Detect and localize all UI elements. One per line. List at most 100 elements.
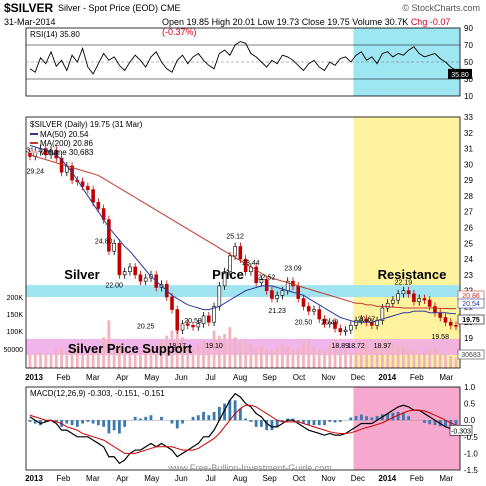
price-candle [312, 309, 316, 312]
volume-bar [154, 344, 158, 368]
resistance-price-label: Price [212, 267, 244, 282]
volume-bar [423, 350, 426, 368]
macd-histogram-bar [54, 420, 58, 422]
price-x-label: Nov [321, 373, 335, 382]
volume-bar [165, 335, 169, 368]
price-value-box [457, 314, 485, 325]
macd-histogram-bar [81, 420, 84, 424]
volume-bar [260, 345, 263, 368]
macd-histogram-bar [291, 418, 295, 421]
price-annotation: 20.48 [321, 320, 339, 327]
macd-histogram-bar [202, 411, 205, 421]
price-x-label: Dec [351, 373, 365, 382]
macd-histogram-bar [312, 420, 316, 426]
macd-histogram-bar [91, 420, 95, 424]
price-candle [322, 318, 327, 325]
price-candle [301, 298, 306, 307]
price-x-label: Jun [175, 373, 188, 382]
price-panel-frame [25, 116, 461, 369]
macd-histogram-bar [70, 420, 74, 426]
macd-x-label: Feb [410, 474, 424, 483]
macd-histogram-bar [39, 420, 42, 426]
macd-histogram-bar [228, 400, 232, 421]
volume-bar [28, 354, 32, 368]
macd-histogram-bar [396, 411, 400, 421]
rsi-tick-label: 30 [464, 75, 473, 84]
price-legend-entry: MA(50) 20.54 [40, 130, 89, 139]
volume-bar [391, 344, 395, 368]
price-candle [391, 299, 395, 304]
macd-legend: MACD(12,26,9) -0.303, -0.151, -0.151 [30, 389, 165, 398]
volume-bar [207, 342, 211, 368]
macd-histogram-bar [181, 420, 184, 424]
macd-histogram-bar [123, 420, 127, 427]
price-x-label: Feb [57, 373, 71, 382]
price-x-label: Mar [86, 373, 100, 382]
volume-bar [333, 339, 337, 368]
price-annotation: 23.44 [242, 260, 260, 267]
price-annotation: 22.19 [395, 280, 413, 287]
macd-histogram-bar [444, 420, 447, 427]
macd-histogram-bar [102, 420, 106, 427]
volume-bar [102, 337, 106, 368]
macd-last-value: -0.303 [451, 428, 471, 435]
volume-bar [344, 349, 347, 368]
volume-bar [233, 337, 237, 368]
macd-histogram-bar [454, 420, 458, 426]
price-candle [217, 285, 222, 307]
volume-bar [107, 320, 111, 368]
price-candle [422, 298, 427, 301]
price-annotation: 20.59 [184, 318, 202, 325]
price-candle [275, 295, 279, 299]
price-candle [343, 329, 348, 332]
price-annotation: 20.67 [358, 317, 376, 324]
volume-bar [81, 352, 84, 368]
price-x-label: May [144, 373, 159, 382]
volume-bar [112, 347, 116, 368]
price-value-label: 20.86 [462, 293, 480, 300]
macd-highlight-zone [353, 387, 460, 470]
price-legend-entry: MA(200) 20.86 [40, 139, 93, 148]
price-x-label: Mar [439, 373, 453, 382]
volume-bar [118, 342, 121, 368]
price-candle [338, 328, 343, 332]
macd-tick-label: -1.5 [464, 466, 478, 475]
price-candle [259, 279, 264, 284]
volume-bar [65, 351, 69, 368]
macd-histogram-bar [296, 420, 300, 422]
macd-x-label: Nov [321, 474, 335, 483]
support-band [26, 339, 460, 355]
volume-bar [412, 350, 416, 368]
macd-line [29, 392, 457, 465]
volume-tick-label: 200K [7, 295, 24, 302]
price-candle [170, 296, 174, 310]
macd-histogram-bar [270, 420, 274, 431]
price-candle [238, 246, 243, 260]
rsi-tick-label: 70 [464, 41, 473, 50]
macd-x-label: Oct [293, 474, 306, 483]
price-value-label: 20.54 [462, 301, 480, 308]
price-candle [401, 290, 406, 295]
low-value: Low 19.73 [257, 17, 300, 27]
price-candle [228, 255, 232, 273]
macd-histogram-bar [191, 416, 195, 421]
price-value-box [457, 349, 485, 360]
price-annotation: 22.00 [105, 283, 123, 290]
macd-x-label: Apr [116, 474, 129, 483]
volume-bar [139, 350, 142, 368]
macd-histogram-bar [170, 420, 174, 424]
macd-histogram-bar [375, 415, 379, 421]
macd-histogram-bar [249, 420, 253, 422]
macd-histogram-bar [338, 420, 342, 422]
volume-bar [186, 347, 190, 368]
price-candle [380, 307, 385, 321]
price-highlight-zone [353, 117, 460, 368]
macd-x-label: May [144, 474, 159, 483]
price-legend-title: $SILVER (Daily) 19.75 (31 Mar) [30, 120, 143, 129]
price-annotation: 18.17 [168, 343, 186, 350]
volume-bar [396, 345, 400, 368]
price-annotation: 20.25 [137, 323, 155, 330]
price-tick-label: 26 [464, 224, 473, 233]
volume-bar [54, 349, 58, 368]
